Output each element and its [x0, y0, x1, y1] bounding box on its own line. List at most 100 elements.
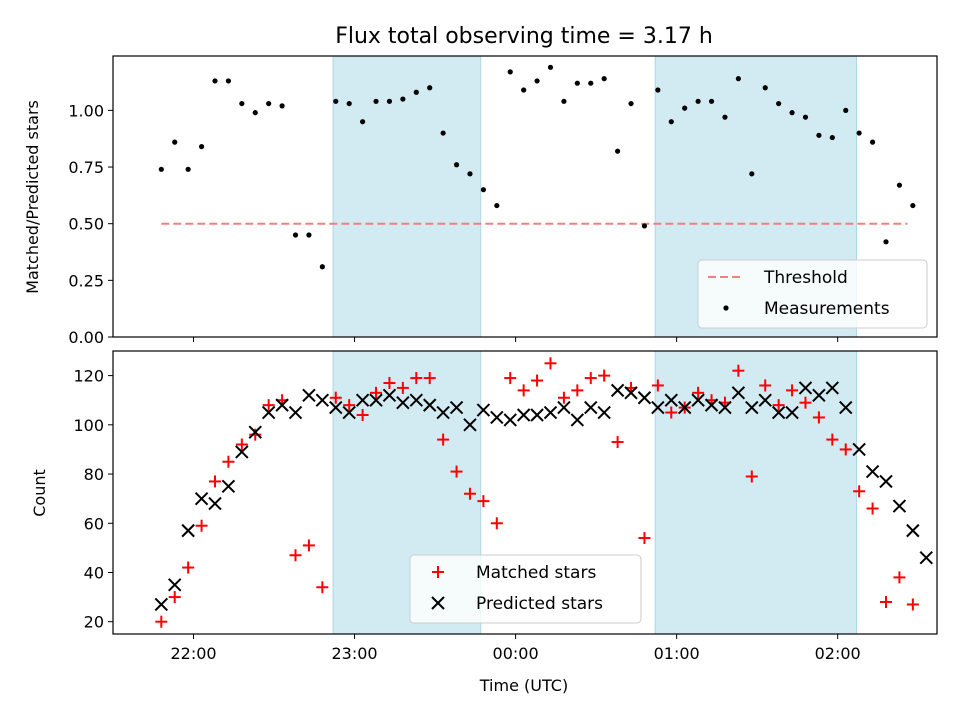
measurement-point — [735, 76, 741, 82]
marker-stroke — [651, 400, 665, 415]
predicted-star-point — [302, 388, 316, 403]
measurement-point — [802, 114, 809, 120]
legend-key-measurements — [723, 305, 729, 311]
marker-stroke — [194, 491, 209, 506]
matched-star-point — [880, 596, 893, 609]
measurement-point — [198, 144, 205, 150]
series-measurements — [158, 64, 916, 270]
matched-star-point — [262, 399, 275, 412]
measurement-point — [467, 171, 473, 177]
matched-star-point — [383, 376, 396, 389]
measurement-point — [789, 110, 795, 116]
marker-stroke — [431, 596, 445, 610]
matched-star-point — [584, 372, 597, 385]
predicted-star-point — [449, 400, 464, 415]
measurement-point — [628, 100, 634, 107]
predicted-star-point — [691, 393, 705, 407]
legend-label: Measurements — [764, 299, 890, 319]
marker-stroke — [879, 474, 893, 489]
marker-stroke — [248, 425, 262, 439]
matched-star-point — [598, 369, 611, 382]
x-tick-label: 23:00 — [332, 644, 378, 663]
matched-star-point — [866, 502, 879, 515]
measurement-point — [869, 139, 876, 145]
predicted-star-point — [194, 491, 209, 506]
matched-star-point — [786, 384, 799, 397]
marker-stroke — [382, 388, 397, 403]
measurement-point — [722, 114, 728, 120]
predicted-star-point — [624, 386, 638, 400]
measurement-point — [400, 96, 406, 102]
predicted-star-point — [288, 405, 303, 420]
y-tick-label: 0.75 — [68, 158, 104, 177]
x-tick-label: 01:00 — [654, 644, 700, 663]
marker-stroke — [396, 395, 410, 410]
measurement-point — [306, 232, 312, 238]
measurement-point — [682, 105, 688, 111]
predicted-star-point — [584, 400, 598, 415]
measurement-point — [427, 85, 433, 91]
legend-box — [697, 259, 928, 329]
predicted-star-point — [154, 597, 169, 612]
y-tick-label: 100 — [73, 416, 104, 435]
matched-star-point — [812, 411, 825, 424]
x-tick-label: 02:00 — [815, 644, 861, 663]
matched-star-point — [611, 436, 624, 449]
x-tick-label: 00:00 — [493, 644, 539, 663]
legend-label: Matched stars — [476, 563, 596, 583]
predicted-star-point — [261, 405, 276, 420]
matched-star-point — [423, 372, 436, 385]
marker-stroke — [798, 381, 813, 395]
marker-stroke — [463, 418, 477, 432]
matched-star-point — [195, 519, 208, 532]
marker-stroke — [181, 523, 195, 538]
legend-box — [409, 554, 642, 624]
marker-stroke — [718, 400, 732, 415]
measurement-point — [655, 87, 661, 93]
legend-label: Predicted stars — [476, 594, 603, 614]
predicted-star-point — [610, 383, 625, 398]
marker-stroke — [758, 393, 772, 407]
measurement-point — [386, 98, 393, 104]
marker-stroke — [221, 479, 236, 494]
marker-stroke — [449, 400, 464, 415]
measurement-point — [266, 100, 272, 107]
predicted-star-point — [771, 405, 786, 420]
matched-star-point — [517, 384, 530, 397]
predicted-star-point — [275, 398, 289, 412]
marker-stroke — [503, 413, 517, 427]
predicted-star-point — [637, 391, 652, 405]
matched-star-point — [531, 374, 544, 387]
measurement-point — [252, 110, 258, 116]
series-predicted-stars — [154, 381, 933, 612]
marker-stroke — [557, 400, 571, 415]
top-legend: Threshold Measurements — [697, 259, 928, 329]
matched-star-point — [826, 433, 839, 446]
measurement-point — [158, 166, 164, 172]
marker-stroke — [892, 499, 907, 513]
measurement-point — [829, 134, 835, 141]
predicted-star-point — [409, 393, 424, 407]
marker-stroke — [570, 413, 585, 427]
matched-star-point — [437, 433, 450, 446]
measurement-point — [816, 132, 822, 138]
marker-stroke — [168, 578, 182, 592]
matched-star-point — [745, 470, 758, 483]
measurement-point — [883, 239, 889, 245]
predicted-star-point — [235, 445, 249, 459]
measurement-point — [413, 89, 419, 95]
predicted-star-point — [651, 400, 665, 415]
measurement-point — [507, 69, 513, 75]
measurement-point — [360, 119, 366, 125]
measurement-point — [843, 107, 849, 113]
predicted-star-point — [664, 393, 678, 407]
matched-star-point — [208, 475, 221, 488]
measurement-point — [440, 130, 446, 136]
marker-stroke — [677, 400, 692, 415]
marker-stroke — [355, 393, 370, 407]
marker-stroke — [543, 405, 558, 420]
predicted-star-point — [490, 410, 504, 425]
predicted-star-point — [812, 388, 826, 403]
measurement-point — [480, 187, 486, 193]
